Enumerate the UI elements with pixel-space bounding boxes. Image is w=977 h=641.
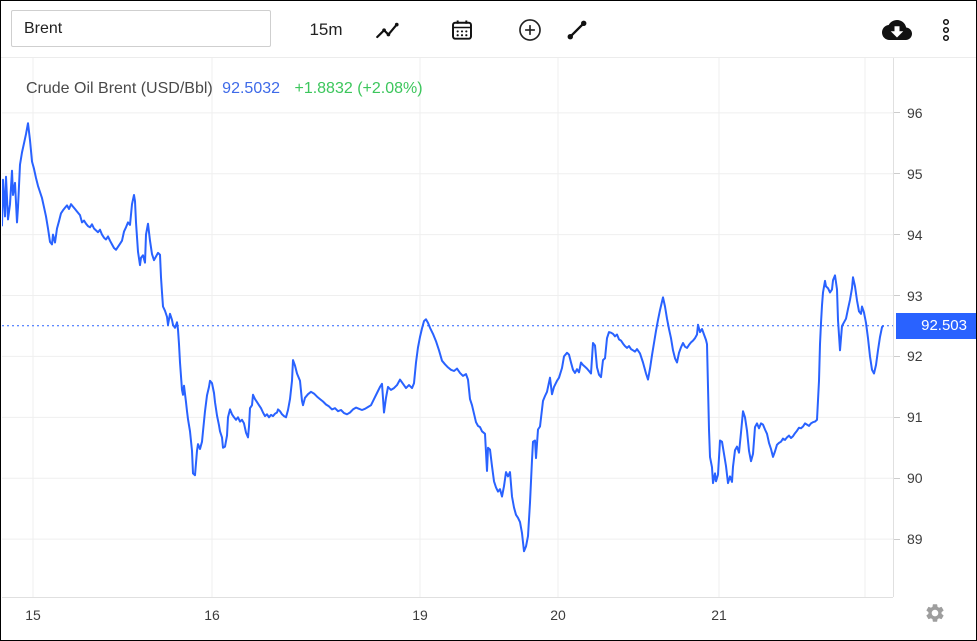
y-axis-tick <box>894 112 900 114</box>
x-axis-label: 15 <box>25 607 41 623</box>
price-axis[interactable]: 96 95 94 93 92 91 90 89 <box>893 58 976 597</box>
symbol-input[interactable] <box>11 10 271 47</box>
y-axis-label: 93 <box>907 287 923 304</box>
compare-add-button[interactable] <box>512 1 548 58</box>
download-button[interactable] <box>879 1 915 58</box>
chart-type-button[interactable] <box>369 1 405 58</box>
date-range-button[interactable] <box>444 1 480 58</box>
add-circle-icon <box>519 18 541 41</box>
y-axis-label: 89 <box>907 531 923 548</box>
plot-area[interactable] <box>2 58 893 597</box>
last-price: 92.5032 <box>222 80 281 97</box>
y-axis-label: 95 <box>907 165 923 182</box>
x-axis-label: 20 <box>550 607 566 623</box>
interval-button[interactable]: 15m <box>301 1 351 58</box>
y-axis-label: 92 <box>907 348 923 365</box>
price-change: +1.8832 (+2.08%) <box>294 80 423 97</box>
more-options-button[interactable] <box>931 1 961 58</box>
x-axis-label: 16 <box>204 607 220 623</box>
toolbar: 15m <box>1 1 976 58</box>
y-axis-tick <box>894 416 900 418</box>
y-axis-label: 96 <box>907 104 923 121</box>
y-axis-tick <box>894 477 900 479</box>
y-axis-label: 94 <box>907 226 923 243</box>
y-axis-label: 91 <box>907 409 923 426</box>
price-chart[interactable] <box>2 58 893 597</box>
x-axis-label: 19 <box>412 607 428 623</box>
cloud-download-icon <box>882 19 912 40</box>
chart-settings-button[interactable] <box>922 601 948 627</box>
gear-icon <box>926 603 944 622</box>
line-chart-icon <box>376 22 399 38</box>
y-axis-tick <box>894 234 900 236</box>
calendar-icon <box>452 19 472 40</box>
y-axis-tick <box>894 295 900 297</box>
y-axis-tick <box>894 355 900 357</box>
trendline-icon <box>567 20 587 39</box>
x-axis-label: 21 <box>711 607 727 623</box>
chart-legend: Crude Oil Brent (USD/Bbl) 92.5032 +1.883… <box>26 80 423 98</box>
interval-label: 15m <box>309 19 343 39</box>
time-axis[interactable]: 15 16 19 20 21 <box>2 597 893 640</box>
kebab-menu-icon <box>942 18 950 41</box>
y-axis-tick <box>894 173 900 175</box>
y-axis-label: 90 <box>907 470 923 487</box>
current-price-badge: 92.503 <box>896 312 976 339</box>
trendline-tool-button[interactable] <box>559 1 595 58</box>
y-axis-tick <box>894 538 900 540</box>
axis-corner <box>894 598 976 640</box>
instrument-name: Crude Oil Brent (USD/Bbl) <box>26 80 213 97</box>
